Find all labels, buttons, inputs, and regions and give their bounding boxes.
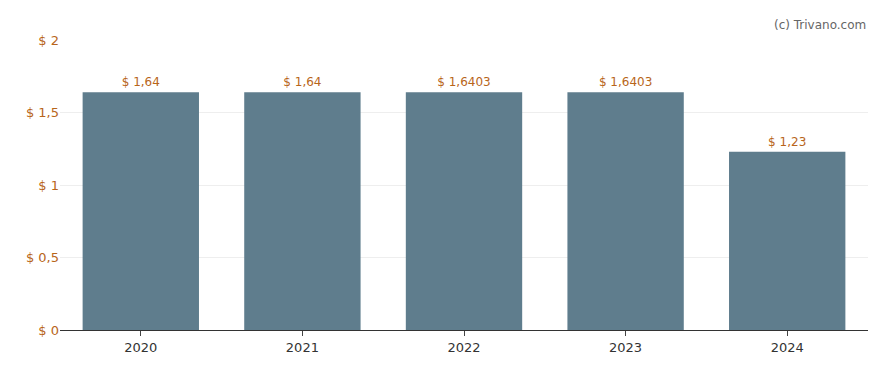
svg-text:2021: 2021 [286,340,319,355]
svg-text:2022: 2022 [447,340,480,355]
svg-text:2023: 2023 [609,340,642,355]
svg-text:$ 1,6403: $ 1,6403 [437,75,490,89]
svg-text:$ 1,23: $ 1,23 [768,135,806,149]
svg-text:$ 2: $ 2 [38,33,59,48]
svg-text:$ 1,5: $ 1,5 [26,105,59,120]
svg-text:2024: 2024 [771,340,804,355]
svg-text:$ 0: $ 0 [38,323,59,338]
svg-text:$ 0,5: $ 0,5 [26,250,59,265]
svg-text:$ 1,64: $ 1,64 [122,75,160,89]
svg-text:(c) Trivano.com: (c) Trivano.com [774,18,866,32]
svg-text:$ 1,64: $ 1,64 [283,75,321,89]
svg-text:2020: 2020 [124,340,157,355]
svg-text:$ 1,6403: $ 1,6403 [599,75,652,89]
svg-text:$ 1: $ 1 [38,178,59,193]
